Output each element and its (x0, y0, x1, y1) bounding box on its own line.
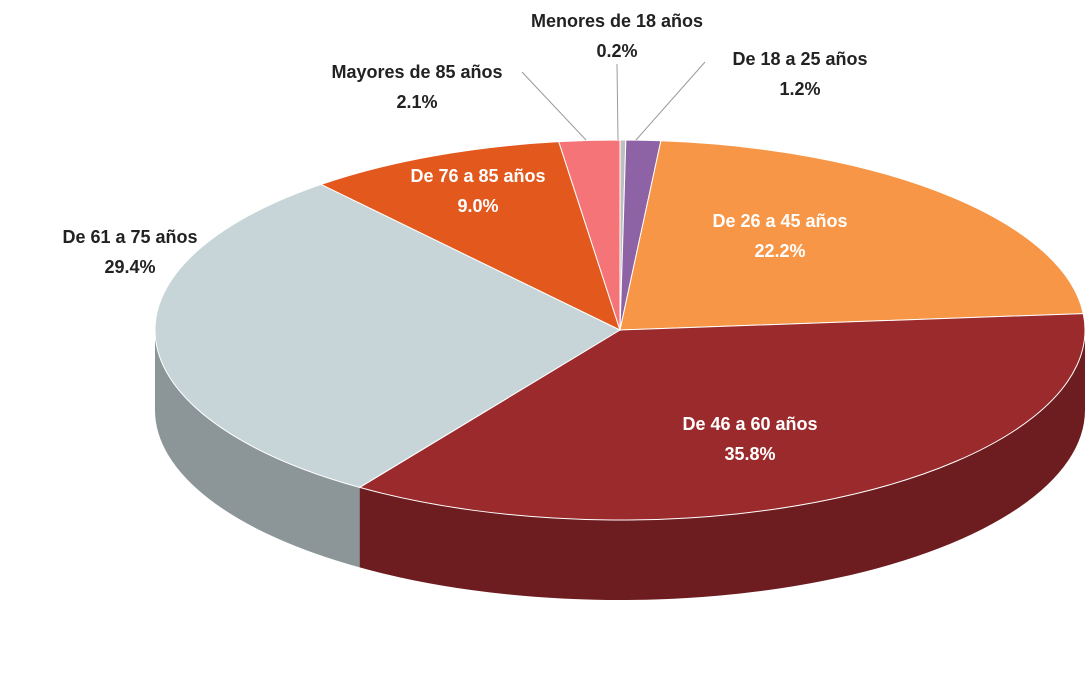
value-label: 29.4% (104, 257, 155, 277)
value-label: 2.1% (396, 92, 437, 112)
value-label: 22.2% (754, 241, 805, 261)
pie-side (359, 330, 1086, 600)
value-label: 9.0% (457, 196, 498, 216)
slice-label: Menores de 18 años (531, 11, 703, 31)
value-label: 35.8% (724, 444, 775, 464)
slice-label: De 18 a 25 años (732, 49, 867, 69)
pie-slice (319, 141, 621, 331)
pie-slice (154, 183, 622, 488)
pie-slice (358, 313, 1086, 521)
leader-line (616, 63, 619, 141)
pie-slice (619, 140, 1084, 331)
pie-side (155, 330, 360, 568)
value-label: 0.2% (596, 41, 637, 61)
slice-label: De 76 a 85 años (410, 166, 545, 186)
leader-line (635, 61, 706, 141)
pie-slice (558, 139, 621, 331)
slice-label: De 46 a 60 años (682, 414, 817, 434)
value-label: 1.2% (779, 79, 820, 99)
slice-label: De 61 a 75 años (62, 227, 197, 247)
leader-line (521, 71, 587, 141)
slice-label: De 26 a 45 años (712, 211, 847, 231)
slice-label: Mayores de 85 años (331, 62, 502, 82)
